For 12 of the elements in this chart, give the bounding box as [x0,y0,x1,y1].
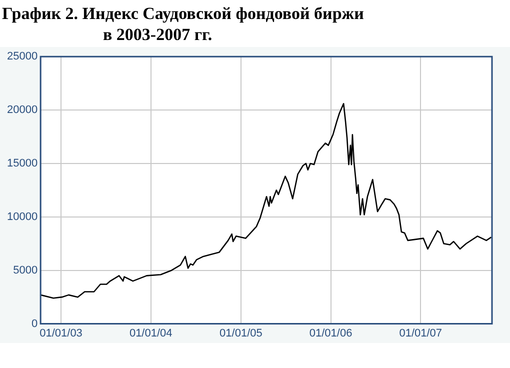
x-tick-label: 01/01/05 [220,327,262,340]
x-tick-label: 01/01/06 [309,327,352,340]
chart-title: График 2. Индекс Саудовской фондовой биржи в 2003-2007 гг. [2,3,365,45]
y-tick-label: 20000 [6,104,38,116]
y-tick-label: 0 [31,318,38,330]
y-tick-label: 25000 [6,50,38,63]
y-tick-label: 5000 [13,264,38,276]
y-tick-label: 10000 [6,210,38,223]
x-tick-label: 01/01/07 [399,327,442,340]
x-tick-label: 01/01/03 [40,327,82,340]
x-tick-label: 01/01/04 [129,327,172,340]
y-tick-label: 15000 [6,158,38,170]
